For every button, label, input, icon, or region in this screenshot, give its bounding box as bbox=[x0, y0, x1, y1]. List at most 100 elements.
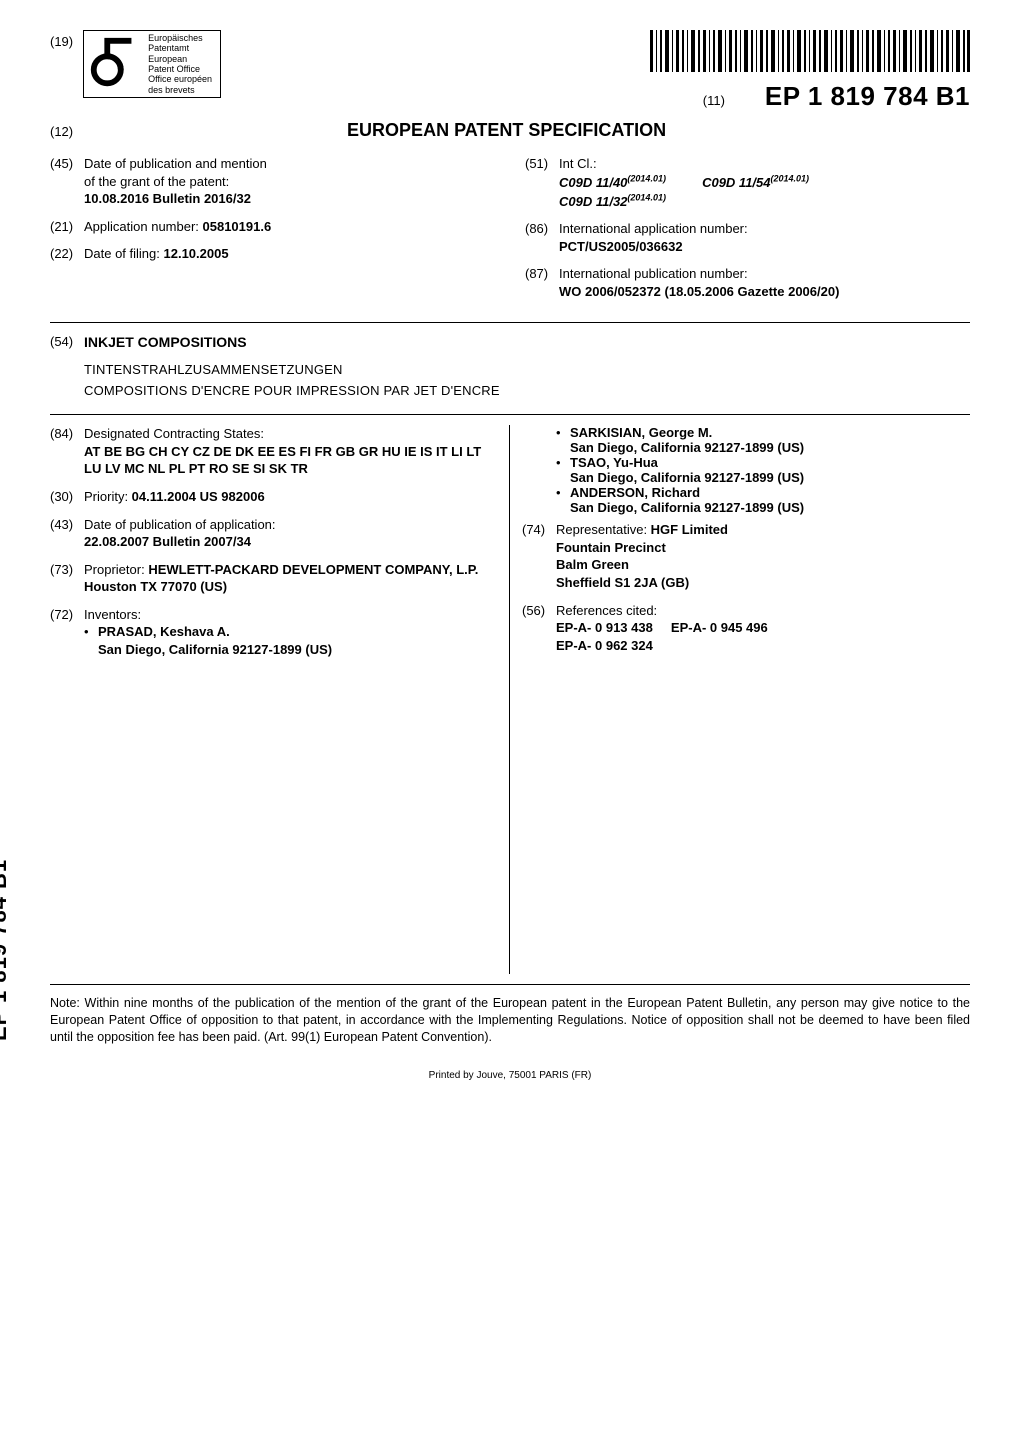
text: of the grant of the patent: bbox=[84, 174, 229, 189]
text: Date of publication of application: bbox=[84, 517, 276, 532]
inid-21: (21) bbox=[50, 218, 84, 236]
inid-54: (54) bbox=[50, 333, 84, 358]
text: AT BE BG CH CY CZ DE DK EE ES FI FR GB G… bbox=[84, 444, 481, 477]
inid-22: (22) bbox=[50, 245, 84, 263]
biblio-upper-left: (45) Date of publication and mention of … bbox=[50, 155, 495, 310]
ipc-code: C09D 11/54 bbox=[702, 175, 770, 190]
text: References cited: bbox=[556, 603, 657, 618]
inid-87: (87) bbox=[525, 265, 559, 300]
inventor-addr: San Diego, California 92127-1899 (US) bbox=[570, 470, 804, 485]
doc-title-row: (12) EUROPEAN PATENT SPECIFICATION bbox=[50, 120, 970, 141]
filing-date: Date of filing: 12.10.2005 bbox=[84, 245, 495, 263]
text: Representative: bbox=[556, 522, 651, 537]
inid-43: (43) bbox=[50, 516, 84, 551]
inid-86: (86) bbox=[525, 220, 559, 255]
opposition-note: Note: Within nine months of the publicat… bbox=[50, 995, 970, 1046]
references-cited: References cited: EP-A- 0 913 438 EP-A- … bbox=[556, 602, 970, 655]
text: Balm Green bbox=[556, 557, 629, 572]
text: HGF Limited bbox=[651, 522, 728, 537]
inventor-name: TSAO, Yu-Hua bbox=[570, 455, 658, 470]
inid-30: (30) bbox=[50, 488, 84, 506]
inventor-addr: San Diego, California 92127-1899 (US) bbox=[570, 500, 804, 515]
designated-states: Designated Contracting States: AT BE BG … bbox=[84, 425, 498, 478]
text: 04.11.2004 US 982006 bbox=[132, 489, 265, 504]
reference: EP-A- 0 945 496 bbox=[671, 620, 768, 635]
biblio-upper-right: (51) Int Cl.: C09D 11/40(2014.01) C09D 1… bbox=[525, 155, 970, 310]
title-de: TINTENSTRAHLZUSAMMENSETZUNGEN bbox=[50, 362, 970, 377]
inventor-item: SARKISIAN, George M. San Diego, Californ… bbox=[556, 425, 970, 455]
inid-51: (51) bbox=[525, 155, 559, 210]
logo-line: European bbox=[148, 54, 212, 64]
text: Date of publication and mention bbox=[84, 156, 267, 171]
inventor-item: PRASAD, Keshava A. San Diego, California… bbox=[84, 623, 498, 658]
text: Fountain Precinct bbox=[556, 540, 666, 555]
biblio-lower: (84) Designated Contracting States: AT B… bbox=[50, 425, 970, 985]
spine-publication-number: EP 1 819 784 B1 bbox=[0, 859, 12, 1041]
inventor-addr: San Diego, California 92127-1899 (US) bbox=[570, 440, 804, 455]
text: International application number: bbox=[559, 221, 748, 236]
inid-12: (12) bbox=[50, 124, 73, 139]
printer-footer: Printed by Jouve, 75001 PARIS (FR) bbox=[50, 1070, 970, 1081]
inid-84: (84) bbox=[50, 425, 84, 478]
inventor-item: TSAO, Yu-Hua San Diego, California 92127… bbox=[556, 455, 970, 485]
inid-74: (74) bbox=[522, 521, 556, 591]
invention-titles: (54) INKJET COMPOSITIONS TINTENSTRAHLZUS… bbox=[50, 333, 970, 415]
text: PCT/US2005/036632 bbox=[559, 239, 683, 254]
logo-line: Patent Office bbox=[148, 64, 212, 74]
inid-56: (56) bbox=[522, 602, 556, 655]
text: Inventors: bbox=[84, 607, 141, 622]
inid-72: (72) bbox=[50, 606, 84, 659]
inid-11: (11) bbox=[703, 93, 725, 108]
epo-logo-text: Europäisches Patentamt European Patent O… bbox=[148, 33, 212, 95]
reference: EP-A- 0 913 438 bbox=[556, 620, 653, 635]
int-cl: Int Cl.: C09D 11/40(2014.01) C09D 11/54(… bbox=[559, 155, 970, 210]
inventor-name: PRASAD, Keshava A. bbox=[98, 624, 230, 639]
barcode-block: (11) EP 1 819 784 B1 bbox=[650, 30, 970, 112]
text: WO 2006/052372 (18.05.2006 Gazette 2006/… bbox=[559, 284, 839, 299]
publication-number: EP 1 819 784 B1 bbox=[765, 81, 970, 112]
biblio-upper: (45) Date of publication and mention of … bbox=[50, 155, 970, 323]
inid-73: (73) bbox=[50, 561, 84, 596]
text: 05810191.6 bbox=[203, 219, 272, 234]
header-row: (19) Europäisches Patentamt European Pat… bbox=[50, 30, 970, 112]
epo-logo-block: Europäisches Patentamt European Patent O… bbox=[83, 30, 221, 98]
ipc-version: (2014.01) bbox=[771, 174, 810, 184]
ipc-version: (2014.01) bbox=[627, 174, 666, 184]
inventors-continued: SARKISIAN, George M. San Diego, Californ… bbox=[522, 425, 970, 515]
representative: Representative: HGF Limited Fountain Pre… bbox=[556, 521, 970, 591]
text: Date of filing: bbox=[84, 246, 164, 261]
text: Application number: bbox=[84, 219, 203, 234]
doc-title: EUROPEAN PATENT SPECIFICATION bbox=[103, 120, 910, 141]
intl-app-number: International application number: PCT/US… bbox=[559, 220, 970, 255]
text: 10.08.2016 Bulletin 2016/32 bbox=[84, 191, 251, 206]
priority: Priority: 04.11.2004 US 982006 bbox=[84, 488, 498, 506]
text: HEWLETT-PACKARD DEVELOPMENT COMPANY, L.P… bbox=[148, 562, 478, 577]
inventor-addr: San Diego, California 92127-1899 (US) bbox=[98, 642, 332, 657]
title-en: INKJET COMPOSITIONS bbox=[84, 333, 970, 352]
inventor-name: ANDERSON, Richard bbox=[570, 485, 700, 500]
text: Sheffield S1 2JA (GB) bbox=[556, 575, 689, 590]
logo-line: Europäisches bbox=[148, 33, 212, 43]
proprietor: Proprietor: HEWLETT-PACKARD DEVELOPMENT … bbox=[84, 561, 498, 596]
text: Designated Contracting States: bbox=[84, 426, 264, 441]
logo-line: Office européen bbox=[148, 74, 212, 84]
title-fr: COMPOSITIONS D'ENCRE POUR IMPRESSION PAR… bbox=[50, 383, 970, 398]
grant-date: Date of publication and mention of the g… bbox=[84, 155, 495, 208]
barcode-icon bbox=[650, 30, 970, 72]
inventor-name: SARKISIAN, George M. bbox=[570, 425, 712, 440]
logo-line: des brevets bbox=[148, 85, 212, 95]
intl-pub-number: International publication number: WO 200… bbox=[559, 265, 970, 300]
text: Houston TX 77070 (US) bbox=[84, 579, 227, 594]
biblio-lower-left: (84) Designated Contracting States: AT B… bbox=[50, 425, 510, 974]
publication-of-application: Date of publication of application: 22.0… bbox=[84, 516, 498, 551]
inventors: Inventors: PRASAD, Keshava A. San Diego,… bbox=[84, 606, 498, 659]
text: Int Cl.: bbox=[559, 156, 597, 171]
ipc-version: (2014.01) bbox=[627, 192, 666, 202]
reference: EP-A- 0 962 324 bbox=[556, 638, 653, 653]
ipc-code: C09D 11/32 bbox=[559, 194, 627, 209]
text: Priority: bbox=[84, 489, 132, 504]
logo-line: Patentamt bbox=[148, 43, 212, 53]
ipc-code: C09D 11/40 bbox=[559, 175, 627, 190]
biblio-lower-right: SARKISIAN, George M. San Diego, Californ… bbox=[509, 425, 970, 974]
text: 12.10.2005 bbox=[164, 246, 229, 261]
